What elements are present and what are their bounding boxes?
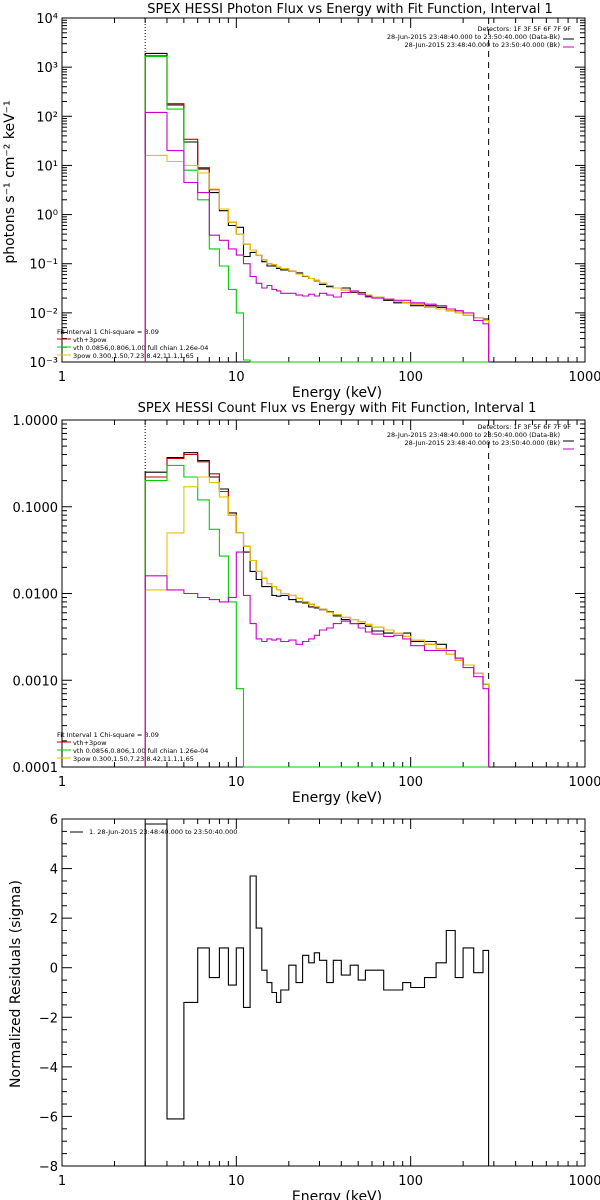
panel1-legend-bot-2: vth 0.0856,0.806,1.00 full chian 1.26e-0… (73, 344, 208, 352)
panel1-ytick-label: 10⁻³ (29, 356, 58, 371)
panel2-xtick-label: 10 (228, 775, 245, 790)
panel1-series-3pow-line (144, 154, 490, 362)
panel3-ylabel: Normalized Residuals (sigma) (8, 880, 24, 1088)
panel3-ytick-label: 6 (50, 813, 58, 828)
panel2-series-bk-line (144, 551, 490, 767)
panel1-legend-bot-1: vth+3pow (73, 336, 107, 344)
panel3-xlabel: Energy (keV) (292, 1189, 382, 1200)
panel1-ytick-label: 10⁻² (29, 307, 58, 322)
panel1-xtick-label: 1000 (568, 370, 600, 385)
panel3-ytick-label: 2 (50, 912, 58, 927)
panel2-series-3pow-line (144, 476, 490, 767)
panel1-ytick-label: 10⁰ (36, 209, 58, 224)
panel2-legend-top-2: 28-Jun-2015 23:48:40.000 to 23:50:40.000… (405, 439, 560, 447)
panel1-legend-top-0: Detectors: 1F 3F 5F 6F 7F 9F (477, 25, 571, 33)
panel1-xtick-label: 100 (398, 370, 423, 385)
panel2-xtick-label: 1000 (568, 775, 600, 790)
panel1-xtick-label: 1 (58, 370, 66, 385)
panel1-legend-top-1: 28-Jun-2015 23:48:40.000 to 23:50:40.000… (387, 33, 560, 41)
panel3-ytick-label: −8 (39, 1160, 58, 1175)
panel2-legend-top-0: Detectors: 1F 3F 5F 6F 7F 9F (477, 423, 571, 431)
panel2-ytick-label: 0.0010 (13, 674, 59, 689)
panel2-legend-top-1: 28-Jun-2015 23:48:40.000 to 23:50:40.000… (387, 431, 560, 439)
panel2-xtick-label: 1 (58, 775, 66, 790)
panel2-ytick-label: 0.1000 (13, 501, 59, 516)
panel2-legend-bot-2: vth 0.0856,0.806,1.00 full chian 1.26e-0… (73, 747, 208, 755)
panel2-legend-bot-3: 3pow 0.300,1.50,7.23,8.42,11.1,1.65 (73, 755, 194, 763)
panel1-legend-bot-0: Fit Interval 1 Chi-square = 3.09 (57, 328, 159, 336)
panel1-ylabel: photons s⁻¹ cm⁻² keV⁻¹ (2, 100, 18, 263)
panel2-ytick-label: 1.0000 (13, 414, 59, 429)
panel2-xtick-label: 100 (398, 775, 423, 790)
panel3-xtick-label: 1000 (568, 1174, 600, 1189)
panel1-ytick-label: 10¹ (36, 159, 58, 174)
panel2-legend-bot-0: Fit Interval 1 Chi-square = 3.09 (57, 731, 159, 739)
panel1-ytick-label: 10⁻¹ (29, 258, 58, 273)
panel3-ytick-label: −4 (39, 1061, 58, 1076)
panel2-series-vth-line (144, 464, 489, 768)
panel2-ytick-label: 0.0100 (13, 588, 59, 603)
panel1-xtick-label: 10 (228, 370, 245, 385)
panel1-series-bk-line (144, 111, 490, 362)
panel1-legend-bot-3: 3pow 0.300,1.50,7.23,8.42,11.1,1.65 (73, 352, 194, 360)
panel3-ytick-label: 4 (50, 863, 58, 878)
panel1-ytick-label: 10⁴ (36, 12, 58, 27)
panel2-title: SPEX HESSI Count Flux vs Energy with Fit… (138, 401, 537, 416)
panel3-xtick-label: 100 (398, 1174, 423, 1189)
panel3-ytick-label: −6 (39, 1110, 58, 1125)
panel3-legend: 1. 28-Jun-2015 23:48:40.000 to 23:50:40.… (89, 828, 237, 836)
panel3-ytick-label: 0 (50, 962, 58, 977)
panel1-legend-top-2: 28-Jun-2015 23:48:40.000 to 23:50:40.000… (405, 41, 560, 49)
panel2-xlabel: Energy (keV) (292, 790, 382, 806)
panel3-ytick-label: −2 (39, 1011, 58, 1026)
panel1-ytick-label: 10³ (36, 61, 58, 76)
panel1-xlabel: Energy (keV) (292, 385, 382, 401)
panel2-legend-bot-1: vth+3pow (73, 739, 107, 747)
panel3-xtick-label: 1 (58, 1174, 66, 1189)
panel3-xtick-label: 10 (228, 1174, 245, 1189)
panel2-ytick-label: 0.0001 (13, 761, 59, 776)
panel1-title: SPEX HESSI Photon Flux vs Energy with Fi… (147, 2, 553, 17)
panel1-ytick-label: 10² (36, 110, 58, 125)
panel3-series-1-line (144, 823, 490, 1166)
